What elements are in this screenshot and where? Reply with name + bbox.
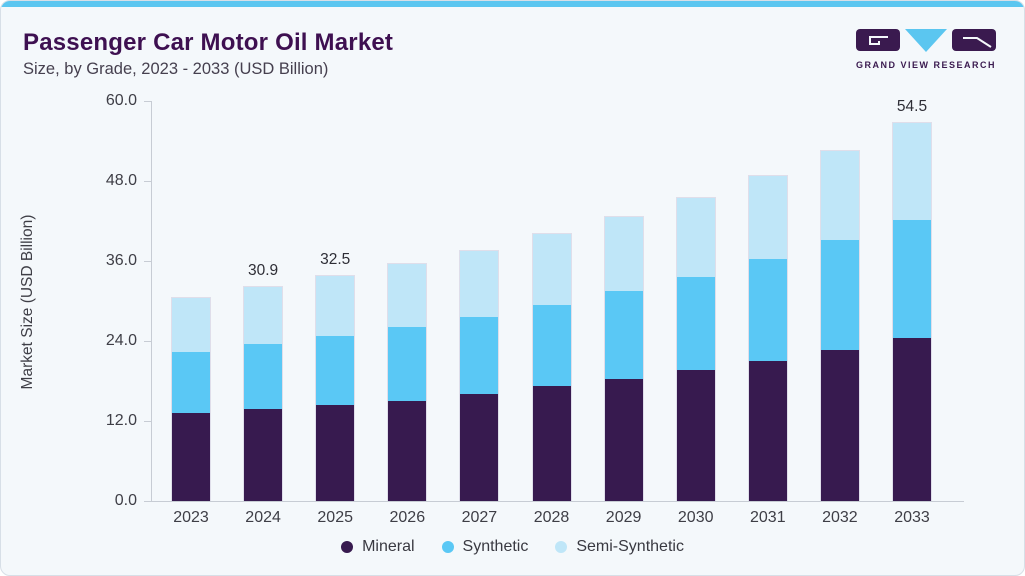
bar-2027-segment-semi-synthetic (460, 251, 499, 317)
bar-2032 (819, 150, 860, 501)
bar-2028 (531, 233, 572, 501)
legend-item-semi-synthetic: Semi-Synthetic (555, 538, 684, 556)
x-label-2031: 2031 (750, 509, 786, 526)
y-tick-label: 48.0 (105, 172, 137, 189)
legend: Mineral Synthetic Semi-Synthetic (1, 538, 1024, 556)
bar-2028-segment-semi-synthetic (532, 234, 571, 306)
y-tick-label: 60.0 (105, 92, 137, 109)
legend-item-synthetic: Synthetic (441, 538, 529, 556)
bar-2025-segment-semi-synthetic (316, 276, 355, 336)
bar-2029-segment-synthetic (604, 291, 643, 380)
grand-view-research-logo: GRAND VIEW RESEARCH (856, 29, 996, 70)
y-tick-label: 12.0 (105, 412, 137, 429)
bar-2032-segment-synthetic (820, 240, 859, 350)
y-tick-mark (144, 101, 151, 102)
bar-2024-segment-semi-synthetic (244, 287, 283, 344)
bar-2029 (603, 216, 644, 501)
x-label-2033: 2033 (894, 509, 930, 526)
x-label-2025: 2025 (317, 509, 353, 526)
bar-2028-segment-mineral (532, 386, 571, 501)
bar-2025-segment-synthetic (316, 335, 355, 405)
legend-label: Semi-Synthetic (576, 538, 684, 555)
bar-2023-segment-synthetic (172, 351, 210, 414)
value-label-2024: 30.9 (248, 262, 279, 280)
bar-2025-segment-mineral (316, 404, 355, 501)
x-label-2023: 2023 (173, 509, 209, 526)
bar-2031-segment-semi-synthetic (748, 176, 787, 260)
bar-2033-segment-mineral (893, 338, 931, 501)
bar-2030 (675, 196, 716, 501)
x-label-2032: 2032 (822, 509, 858, 526)
bar-2030-segment-synthetic (676, 276, 715, 371)
bar-2033-segment-synthetic (893, 219, 931, 339)
x-axis-line (151, 501, 964, 502)
value-label-2033: 54.5 (896, 98, 928, 116)
bar-2026 (387, 263, 428, 501)
x-label-2024: 2024 (245, 509, 281, 526)
bar-2025 (315, 275, 356, 501)
y-axis-title: Market Size (USD Billion) (19, 214, 36, 390)
bar-2027 (459, 250, 500, 501)
bar-2023-segment-mineral (172, 413, 210, 501)
legend-dot-semi-synthetic (555, 541, 568, 553)
y-tick-mark (144, 501, 151, 502)
x-label-2026: 2026 (389, 509, 426, 526)
y-tick-label: 36.0 (105, 252, 137, 269)
y-axis-line (151, 101, 152, 501)
top-accent-bar (1, 1, 1024, 7)
x-label-2027: 2027 (461, 509, 498, 526)
legend-label: Synthetic (462, 538, 529, 555)
legend-label: Mineral (362, 538, 415, 555)
x-label-2029: 2029 (605, 509, 642, 526)
y-tick-label: 24.0 (105, 332, 137, 349)
bar-2024-segment-mineral (244, 408, 283, 501)
y-tick-mark (144, 181, 151, 182)
logo-brand-text: GRAND VIEW RESEARCH (856, 60, 996, 70)
bar-2026-segment-synthetic (388, 327, 427, 401)
logo-r-block (952, 29, 996, 51)
bar-2028-segment-synthetic (532, 305, 571, 387)
y-tick-label: 0.0 (114, 492, 137, 509)
bar-2026-segment-mineral (388, 400, 427, 501)
bar-2026-segment-semi-synthetic (388, 264, 427, 328)
logo-g-glyph (869, 36, 888, 45)
bar-2030-segment-mineral (676, 370, 715, 501)
bar-2024-segment-synthetic (244, 343, 283, 409)
bar-2033 (892, 122, 932, 501)
bar-2024 (243, 286, 284, 501)
bar-2031-segment-synthetic (748, 259, 787, 362)
x-label-2030: 2030 (677, 509, 714, 526)
bar-2023-segment-semi-synthetic (172, 297, 210, 352)
bar-2023 (171, 296, 211, 501)
y-tick-mark (144, 341, 151, 342)
bar-2031-segment-mineral (748, 361, 787, 501)
bar-2033-segment-semi-synthetic (893, 123, 931, 220)
bar-2030-segment-semi-synthetic (676, 197, 715, 277)
legend-dot-mineral (341, 541, 354, 553)
page-subtitle: Size, by Grade, 2023 - 2033 (USD Billion… (23, 60, 329, 78)
logo-r-glyph (963, 37, 992, 48)
gvr-logo-mark (856, 29, 996, 52)
bar-2029-segment-mineral (604, 379, 643, 501)
x-label-2028: 2028 (533, 509, 570, 526)
y-tick-mark (144, 421, 151, 422)
value-label-2025: 32.5 (320, 251, 351, 269)
page-title: Passenger Car Motor Oil Market (23, 29, 394, 56)
bar-2031 (747, 175, 788, 501)
bar-2029-segment-semi-synthetic (604, 217, 643, 292)
bar-2027-segment-mineral (460, 393, 499, 501)
legend-item-mineral: Mineral (341, 538, 415, 556)
logo-v-triangle (905, 29, 947, 52)
bar-2032-segment-mineral (820, 349, 859, 501)
bar-2032-segment-semi-synthetic (820, 151, 859, 241)
y-tick-mark (144, 261, 151, 262)
legend-dot-synthetic (441, 541, 454, 553)
logo-g-block (856, 29, 900, 51)
bar-2027-segment-synthetic (460, 316, 499, 394)
